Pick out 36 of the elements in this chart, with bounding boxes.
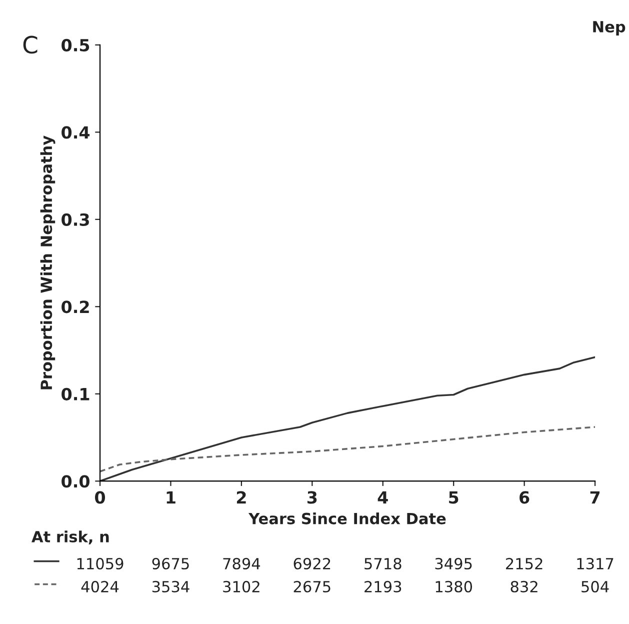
text: 832 bbox=[510, 580, 538, 592]
text: C bbox=[23, 36, 38, 54]
text: 6922 bbox=[294, 558, 330, 570]
x-tick-label: 7 bbox=[590, 491, 600, 504]
y-tick-label: 0.5 bbox=[62, 38, 90, 52]
text: 2193 bbox=[364, 580, 402, 592]
y-tick-label: 0.1 bbox=[62, 388, 90, 400]
chart-title: Nep bbox=[593, 21, 626, 36]
x-tick-label: 2 bbox=[236, 491, 246, 504]
text: 2152 bbox=[506, 558, 542, 570]
y-tick-label: 0.0 bbox=[62, 475, 90, 488]
y-tick-label: 0.4 bbox=[62, 126, 90, 139]
y-tick-label: 0.3 bbox=[62, 213, 89, 226]
text: 2675 bbox=[294, 580, 330, 592]
text: 504 bbox=[582, 580, 609, 592]
text: 3495 bbox=[435, 558, 472, 570]
text: 1317 bbox=[577, 558, 614, 570]
x-axis-title: Years Since Index Date bbox=[248, 512, 446, 524]
x-tick-label: 5 bbox=[449, 491, 458, 504]
x-tick-label: 6 bbox=[520, 491, 530, 504]
text: 5718 bbox=[364, 558, 402, 570]
text: 11059 bbox=[77, 558, 124, 570]
x-tick-label: 1 bbox=[166, 491, 176, 504]
text: 3534 bbox=[152, 580, 190, 592]
x-tick-label: 4 bbox=[378, 491, 388, 504]
x-tick-label: 0 bbox=[95, 491, 106, 504]
text: 9675 bbox=[152, 558, 189, 570]
text: 4024 bbox=[81, 580, 119, 592]
text: 3102 bbox=[223, 580, 260, 592]
text: At risk, n bbox=[32, 530, 109, 544]
text: 7894 bbox=[223, 558, 260, 570]
x-tick-label: 3 bbox=[307, 491, 317, 504]
line-series bbox=[100, 426, 596, 472]
text: 1380 bbox=[436, 580, 472, 592]
y-tick-label: 0.2 bbox=[62, 300, 89, 314]
y-axis-title: Proportion With Nephropathy bbox=[40, 136, 56, 390]
